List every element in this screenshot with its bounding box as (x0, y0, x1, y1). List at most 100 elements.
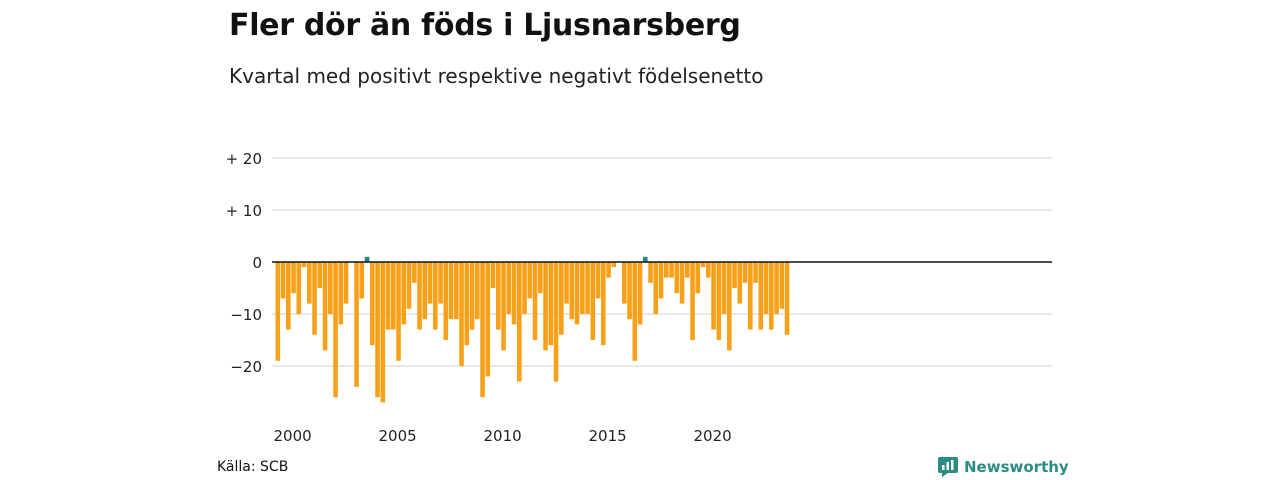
bar (333, 262, 338, 398)
bar (354, 262, 359, 387)
bar (721, 262, 727, 314)
bar (322, 262, 328, 351)
chart-title: Fler dör än föds i Ljusnarsberg (229, 8, 741, 43)
bar (622, 262, 627, 304)
bar (779, 262, 785, 309)
x-axis-ticks: 2000 2005 2010 2015 2020 (274, 427, 732, 445)
bar (611, 262, 617, 268)
y-axis-ticks: + 20 + 10 0 −10 −20 (226, 150, 262, 376)
x-tick-label: 2015 (589, 427, 627, 445)
bar (422, 262, 428, 320)
bar (485, 262, 491, 377)
bar (454, 262, 459, 320)
bar (727, 262, 732, 351)
brand-name: Newsworthy (964, 458, 1069, 476)
bar (522, 262, 527, 314)
bar (569, 262, 575, 320)
x-tick-label: 2020 (694, 427, 732, 445)
bar (648, 262, 653, 283)
bar (480, 262, 485, 398)
bar (658, 262, 664, 299)
bar (370, 262, 375, 346)
bar (732, 262, 737, 288)
bar (637, 262, 643, 325)
bar (627, 262, 632, 320)
bar (674, 262, 680, 294)
bar (301, 262, 307, 268)
bar (538, 262, 543, 294)
bar (706, 262, 711, 278)
bar (669, 262, 674, 278)
bar (574, 262, 580, 325)
bar (606, 262, 611, 278)
bar (380, 262, 386, 403)
chart-subtitle: Kvartal med positivt respektive negativt… (229, 64, 764, 88)
bar (328, 262, 333, 314)
bar (564, 262, 569, 304)
bar (448, 262, 454, 320)
bar (643, 256, 648, 262)
bar (700, 262, 706, 268)
bar (464, 262, 470, 346)
bar (307, 262, 312, 304)
bar (774, 262, 779, 314)
bar (433, 262, 438, 330)
bar (469, 262, 475, 330)
bar (548, 262, 554, 346)
bars (275, 256, 790, 403)
bar (601, 262, 606, 346)
bar (412, 262, 417, 283)
bar (763, 262, 769, 314)
bar (685, 262, 690, 278)
bar (364, 256, 370, 262)
bar (748, 262, 753, 330)
bar (695, 262, 701, 294)
bar (511, 262, 517, 325)
x-tick-label: 2005 (379, 427, 417, 445)
bar (396, 262, 401, 361)
bar (312, 262, 317, 335)
bar (506, 262, 512, 314)
bar (716, 262, 722, 340)
bar (286, 262, 291, 330)
y-tick-label: + 20 (226, 150, 262, 168)
bar (753, 262, 758, 283)
bar (296, 262, 302, 314)
y-tick-label: 0 (252, 254, 262, 272)
newsworthy-logo: Newsworthy (938, 457, 1069, 477)
bar (769, 262, 774, 330)
bar (679, 262, 685, 304)
y-tick-label: −20 (230, 358, 262, 376)
bar (784, 262, 790, 335)
bar (501, 262, 506, 351)
bar (737, 262, 743, 304)
bar (443, 262, 449, 340)
bar (632, 262, 638, 361)
bar (401, 262, 407, 325)
bar (475, 262, 480, 320)
bar (532, 262, 538, 340)
bar (585, 262, 590, 314)
gridlines (272, 157, 1052, 367)
bar (406, 262, 412, 309)
bar (275, 262, 281, 361)
bar (280, 262, 286, 299)
bar (375, 262, 380, 398)
bar (438, 262, 443, 304)
newsworthy-icon (938, 457, 958, 477)
bar (490, 262, 496, 288)
bar (742, 262, 748, 283)
bar (517, 262, 522, 382)
y-tick-label: −10 (230, 306, 262, 324)
bar (343, 262, 349, 304)
bar (338, 262, 344, 325)
bar (758, 262, 764, 330)
bar (711, 262, 716, 330)
bar (590, 262, 596, 340)
y-tick-label: + 10 (226, 202, 262, 220)
source-note: Källa: SCB (217, 459, 289, 475)
bar (664, 262, 669, 278)
bar (317, 262, 323, 288)
bar (553, 262, 559, 382)
bar (559, 262, 564, 335)
